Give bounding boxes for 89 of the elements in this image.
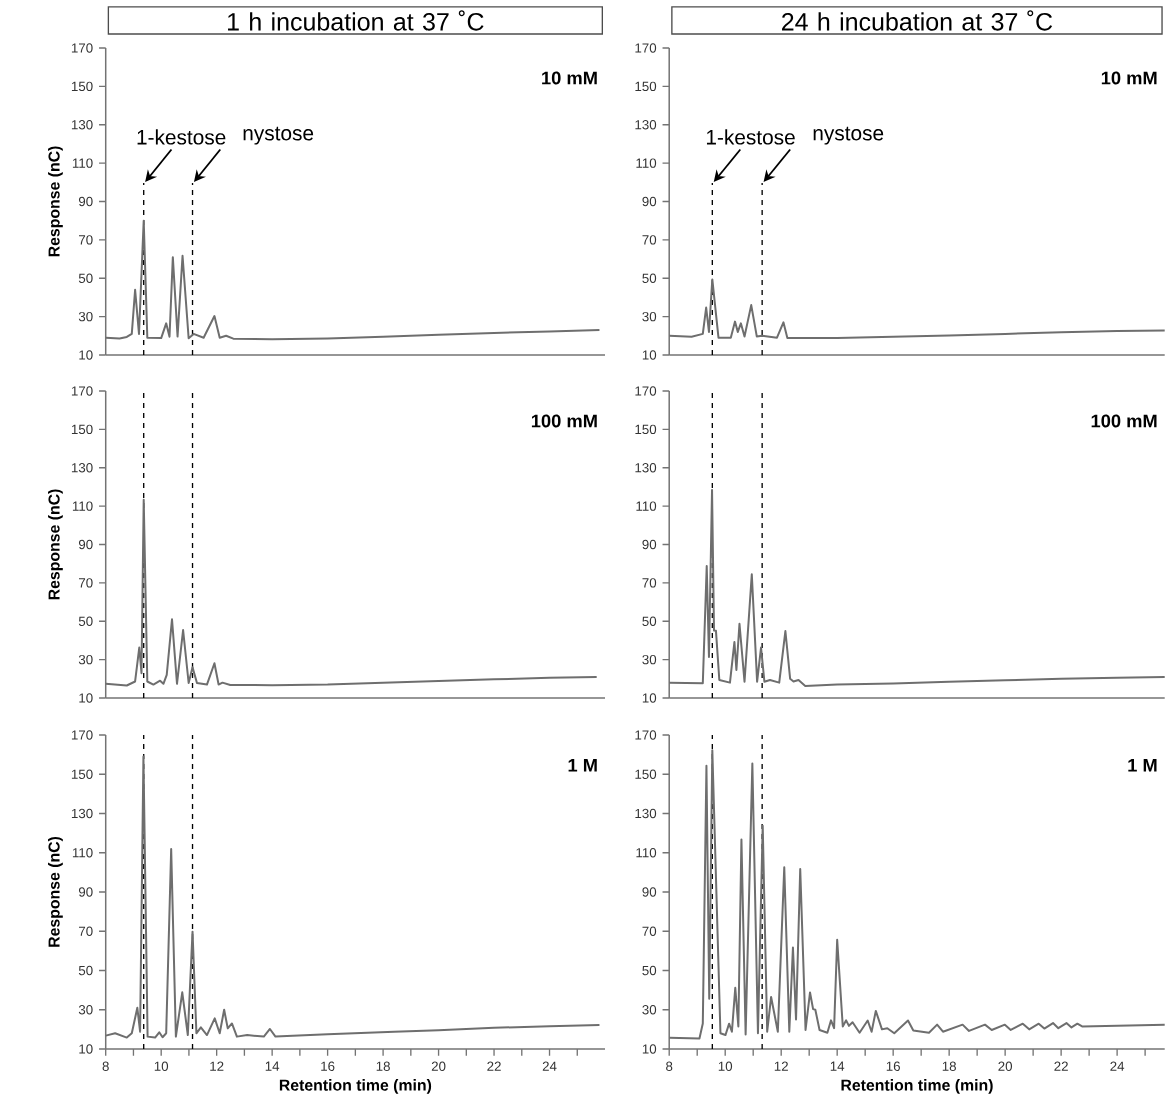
y-tick-label: 150 — [71, 769, 93, 779]
x-axis-title: Retention time (min) — [279, 1079, 432, 1094]
y-tick-label: 90 — [78, 196, 93, 207]
y-tick-label: 30 — [78, 1005, 93, 1015]
y-tick-label: 130 — [635, 808, 657, 819]
x-tick-label: 12 — [774, 1061, 788, 1071]
y-tick-label: 130 — [635, 120, 657, 130]
y-axis-title: Response (nC) — [48, 146, 63, 257]
y-tick-label: 90 — [642, 539, 657, 550]
y-tick-label: 70 — [79, 235, 93, 245]
y-axis-title: Response (nC) — [48, 489, 63, 600]
y-tick-label: 30 — [642, 311, 657, 322]
y-tick-label: 170 — [635, 43, 657, 53]
x-axis-title: Retention time (min) — [841, 1079, 993, 1094]
y-tick-label: 30 — [642, 654, 657, 665]
y-tick-label: 130 — [71, 120, 93, 130]
annotation: 10 mM — [542, 71, 597, 85]
y-tick-label: 150 — [635, 424, 657, 435]
y-tick-label: 10 — [79, 350, 93, 360]
y-tick-label: 110 — [636, 158, 657, 168]
y-tick-label: 50 — [78, 273, 93, 283]
y-tick-label: 90 — [642, 196, 657, 207]
x-tick-label: 24 — [1110, 1061, 1125, 1071]
x-tick-label: 18 — [376, 1061, 390, 1071]
y-tick-label: 30 — [78, 654, 93, 665]
x-tick-label: 14 — [265, 1061, 280, 1071]
y-tick-label: 50 — [642, 616, 657, 626]
x-tick-label: 16 — [886, 1061, 900, 1071]
x-tick-label: 20 — [431, 1061, 446, 1071]
x-tick-label: 16 — [321, 1061, 335, 1071]
x-tick-label: 20 — [998, 1061, 1013, 1071]
y-tick-label: 90 — [642, 887, 657, 897]
x-tick-label: 18 — [942, 1061, 956, 1071]
x-tick-label: 14 — [830, 1061, 845, 1071]
y-tick-label: 30 — [642, 1005, 657, 1015]
chart-title: 1 h incubation at 37 ˚C — [228, 10, 484, 31]
annotation: 100 mM — [531, 414, 597, 428]
y-tick-label: 110 — [72, 158, 93, 168]
y-tick-label: 130 — [635, 463, 657, 473]
y-tick-label: 10 — [642, 350, 657, 360]
y-tick-label: 130 — [71, 463, 93, 473]
y-tick-label: 150 — [71, 424, 93, 435]
y-tick-label: 10 — [79, 693, 93, 703]
y-tick-label: 170 — [71, 730, 93, 740]
y-tick-label: 110 — [72, 501, 93, 511]
y-tick-label: 10 — [642, 1044, 657, 1054]
x-tick-label: 22 — [487, 1061, 501, 1071]
y-tick-label: 110 — [72, 848, 93, 858]
y-tick-label: 110 — [636, 501, 657, 511]
x-tick-label: 24 — [542, 1061, 557, 1071]
y-tick-label: 70 — [642, 235, 657, 245]
y-tick-label: 50 — [78, 965, 93, 976]
annotation: 10 mM — [1101, 71, 1157, 85]
annotation: 1 M — [568, 758, 597, 772]
annotation: 1 M — [1128, 758, 1157, 772]
y-axis-title: Response (nC) — [48, 836, 63, 947]
x-tick-label: 22 — [1054, 1061, 1068, 1071]
y-tick-label: 50 — [642, 273, 657, 283]
chart-title: 24 h incubation at 37 ˚C — [782, 10, 1053, 31]
y-tick-label: 50 — [642, 965, 657, 976]
annotation: 1-kestose — [137, 129, 226, 145]
y-tick-label: 130 — [71, 808, 93, 819]
x-tick-label: 10 — [718, 1061, 733, 1071]
x-tick-label: 8 — [102, 1061, 109, 1071]
y-tick-label: 150 — [71, 81, 93, 92]
x-tick-label: 12 — [210, 1061, 224, 1071]
y-tick-label: 150 — [635, 81, 657, 92]
x-tick-label: 8 — [666, 1061, 673, 1071]
y-tick-label: 170 — [635, 730, 657, 740]
y-tick-label: 110 — [636, 848, 657, 858]
y-tick-label: 70 — [79, 578, 93, 588]
x-tick-label: 10 — [154, 1061, 169, 1071]
y-tick-label: 70 — [79, 926, 93, 936]
annotation: 1-kestose — [706, 129, 795, 145]
annotation: nystose — [243, 126, 314, 145]
y-tick-label: 90 — [78, 887, 93, 897]
y-tick-label: 10 — [642, 693, 657, 703]
y-tick-label: 30 — [78, 311, 93, 322]
y-tick-label: 170 — [71, 386, 93, 396]
annotation: 100 mM — [1091, 414, 1157, 428]
y-tick-label: 50 — [78, 616, 93, 626]
y-tick-label: 70 — [642, 578, 657, 588]
y-tick-label: 170 — [635, 386, 657, 396]
y-tick-label: 150 — [635, 769, 657, 779]
y-tick-label: 90 — [78, 539, 93, 550]
annotation: nystose — [813, 126, 884, 145]
y-tick-label: 10 — [79, 1044, 93, 1054]
y-tick-label: 70 — [642, 926, 657, 936]
y-tick-label: 170 — [71, 43, 93, 53]
